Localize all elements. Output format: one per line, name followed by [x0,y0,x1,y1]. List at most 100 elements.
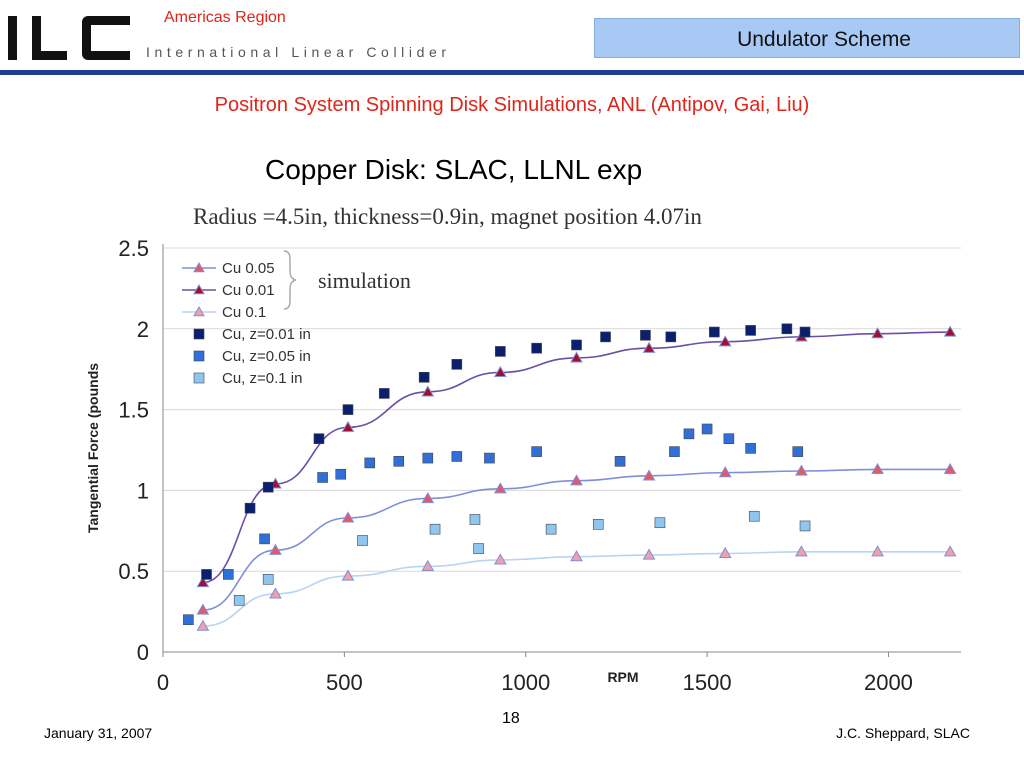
point-cu-0-01 [421,385,435,397]
point-cu-z-0-1-in [469,514,481,525]
point-cu-0-01 [493,365,507,378]
point-cu-z-0-1-in [233,594,245,606]
y-tick-label: 1 [137,478,149,503]
point-cu-z-0-1-in [748,510,760,522]
slide-subtitle: Positron System Spinning Disk Simulation… [214,94,810,116]
legend-label-cu-z-0-1-in: Cu, z=0.1 in [222,370,302,387]
point-cu-z-0-1-in [545,523,557,535]
point-cu-0-01 [943,325,957,337]
point-cu-z-0-1-in [473,543,484,554]
point-cu-z-0-05-in [451,451,463,462]
point-cu-0-1 [795,545,808,557]
point-cu-z-0-01-in [418,371,430,383]
y-tick-label: 0.5 [118,559,149,584]
point-cu-z-0-01-in [781,323,793,335]
point-cu-z-0-01-in [313,433,325,444]
x-tick-label: 500 [326,670,363,695]
point-cu-0-05 [570,474,583,486]
point-cu-0-1 [421,559,435,571]
point-cu-0-05 [795,464,808,476]
point-cu-z-0-05-in [393,456,405,467]
ilc-logo [8,16,130,60]
point-cu-z-0-05-in [792,446,804,457]
point-cu-z-0-05-in [701,423,713,435]
series-line-cu-0-01 [202,331,951,584]
point-cu-z-0-05-in [364,457,376,469]
point-cu-z-0-05-in [317,472,328,483]
point-cu-z-0-01-in [378,388,390,399]
point-cu-0-05 [943,462,957,475]
point-cu-z-0-01-in [495,346,506,357]
y-axis-label: Tangential Force (pounds [85,363,101,533]
point-cu-z-0-01-in [262,481,274,493]
point-cu-z-0-1-in [799,520,811,532]
chart-legend: Cu 0.05 Cu 0.01 Cu 0.1 Cu, z=0.01 in Cu, z=0… [182,260,311,387]
point-cu-z-0-01-in [600,331,611,343]
y-tick-label: 2 [137,317,149,342]
point-cu-z-0-01-in [531,342,542,354]
point-cu-0-01 [871,327,884,339]
point-cu-0-1 [341,569,355,581]
x-tick-label: 1000 [501,670,550,695]
slide-title: Undulator Scheme [737,28,911,51]
point-cu-0-01 [341,420,355,433]
y-tick-label: 0 [137,640,149,665]
x-tick-label: 0 [157,670,169,695]
page-number: 18 [502,710,520,727]
legend-marker-cu-0-1 [193,305,205,317]
legend-label-cu-z-0-01-in: Cu, z=0.01 in [222,326,311,343]
simulation-brace [283,250,297,310]
point-cu-z-0-05-in [683,428,695,440]
simulation-annotation: simulation [318,268,411,293]
legend-label-cu-0-05: Cu 0.05 [222,260,275,277]
point-cu-z-0-01-in [342,404,354,415]
point-cu-0-05 [269,543,282,555]
legend-marker-cu-0-01 [193,283,205,295]
point-cu-z-0-05-in [669,446,680,457]
legend-marker-cu-z-0-1-in [193,372,205,384]
point-cu-z-0-01-in [745,325,756,336]
y-tick-label: 2.5 [118,236,149,261]
point-cu-z-0-01-in [571,339,582,351]
point-cu-0-05 [196,603,210,615]
footer-author: J.C. Sheppard, SLAC [836,725,970,741]
x-tick-label: 1500 [683,670,732,695]
legend-marker-cu-z-0-05-in [193,350,205,362]
point-cu-z-0-01-in [451,359,463,370]
point-cu-z-0-01-in [665,331,677,343]
legend-marker-cu-z-0-01-in [193,328,205,340]
legend-label-cu-z-0-05-in: Cu, z=0.05 in [222,348,311,365]
point-cu-z-0-01-in [244,502,256,514]
x-tick-label: 2000 [864,670,913,695]
point-cu-0-1 [871,545,884,557]
header-rule [0,70,1024,75]
logo-subtitle: International Linear Collider [146,44,451,60]
point-cu-0-1 [196,619,210,631]
point-cu-z-0-1-in [357,535,368,546]
point-cu-z-0-1-in [592,519,604,530]
point-cu-z-0-01-in [709,326,720,338]
y-tick-label: 1.5 [118,398,149,423]
point-cu-z-0-05-in [614,456,626,467]
point-cu-0-01 [642,341,656,353]
region-label: Americas Region [164,9,286,26]
point-cu-z-0-1-in [429,523,441,535]
series-line-cu-0-1 [202,551,951,627]
slide-title-box: Undulator Scheme [594,18,1020,58]
point-cu-z-0-01-in [201,569,212,580]
point-cu-0-05 [642,469,656,481]
point-cu-0-05 [341,511,355,523]
slide-heading: Copper Disk: SLAC, LLNL exp [265,154,643,185]
point-cu-z-0-05-in [531,446,542,457]
point-cu-z-0-05-in [183,614,194,625]
chart-axes: 0 0.5 1 1.5 2 2.5 0 500 1000 1500 2000 [118,236,961,695]
point-cu-z-0-01-in [640,329,651,341]
point-cu-z-0-05-in [335,468,347,480]
point-cu-0-05 [718,466,732,478]
chart-grid [163,247,961,572]
point-cu-z-0-1-in [654,517,666,529]
point-cu-z-0-05-in [484,452,495,464]
point-cu-0-05 [871,462,884,475]
point-cu-0-05 [493,482,507,494]
footer-date: January 31, 2007 [44,725,153,741]
